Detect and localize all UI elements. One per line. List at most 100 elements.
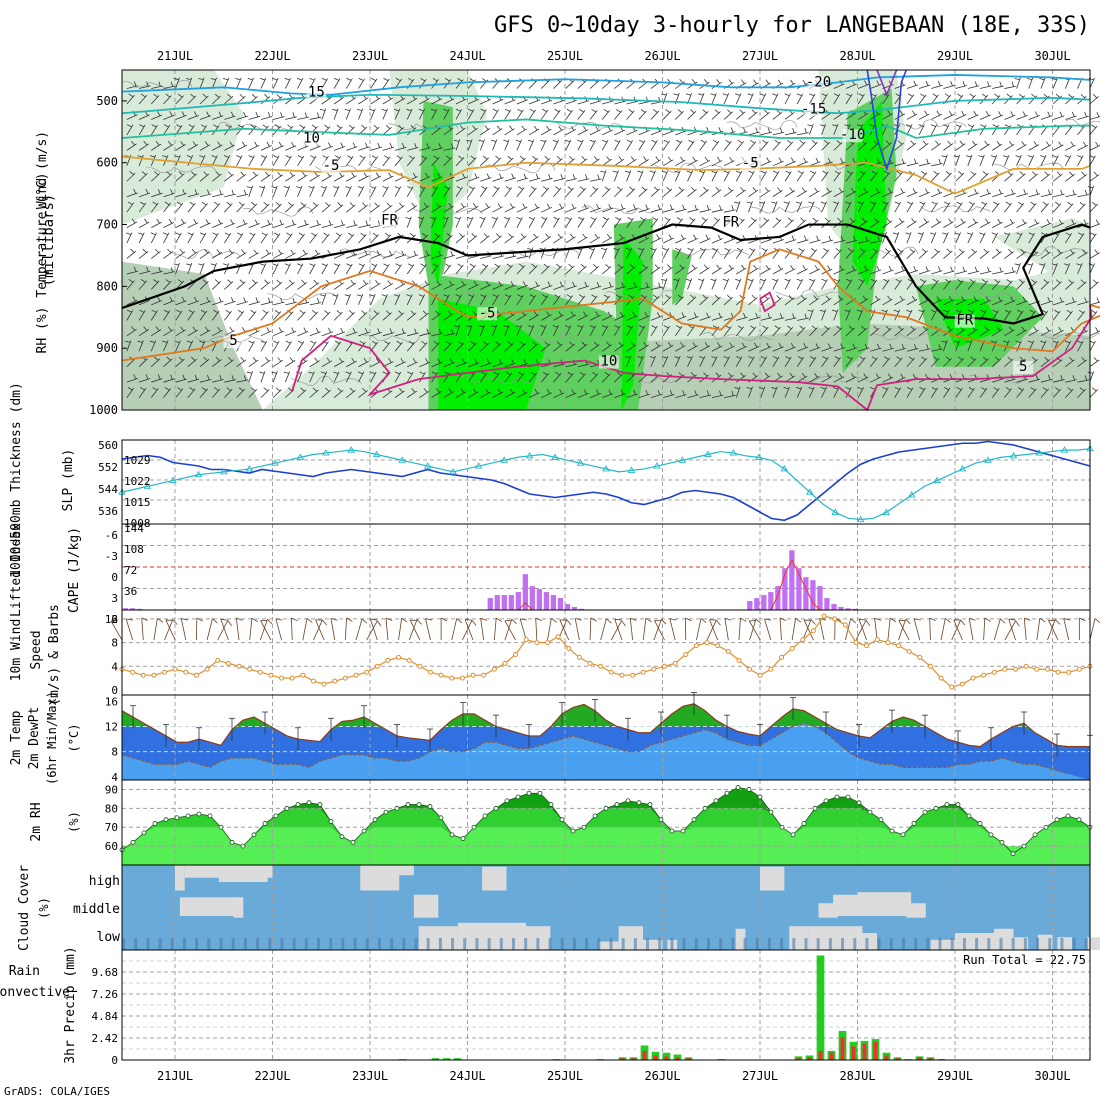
wind-barb: [943, 140, 954, 151]
wind-barb: [784, 217, 794, 228]
cloud-tick: [329, 938, 333, 950]
cloud-tick: [365, 938, 369, 950]
wind-barb: [345, 155, 354, 167]
wind-barb: [516, 294, 524, 306]
wind-barb: [979, 188, 992, 198]
wind-barb: [540, 216, 548, 228]
wind-barb: [870, 373, 881, 383]
wind-barb: [443, 310, 454, 321]
contour-label-bg: [808, 76, 829, 90]
wind-barb: [796, 325, 806, 337]
cloud-tick: [962, 938, 966, 950]
wind-barb: [345, 310, 355, 321]
wind-barb: [370, 77, 378, 89]
wind-barb: [760, 187, 771, 198]
wind-barb: [467, 186, 476, 197]
wind-barb: [1089, 232, 1097, 244]
y-tick-label: 536: [98, 505, 118, 518]
wind-barb: [309, 220, 321, 229]
wind-barb: [309, 232, 318, 244]
wind-barb: [163, 387, 171, 398]
wind-barb: [1004, 296, 1016, 306]
wind-barb-10m: [504, 618, 517, 641]
wind-barb: [1040, 326, 1052, 337]
wind-barb: [163, 374, 175, 383]
wind-barb: [211, 387, 221, 398]
wind-barb: [661, 278, 668, 290]
wind-barb: [248, 297, 261, 306]
wind-barb: [967, 188, 979, 198]
wind-barb: [260, 219, 273, 229]
wind-barb: [736, 312, 748, 321]
wind-barb: [784, 295, 795, 306]
wind-barb: [614, 139, 621, 151]
contour-label-bg: [1013, 361, 1034, 375]
thickness-marker: [347, 446, 356, 453]
wind-barb: [381, 108, 388, 120]
wind-barb: [880, 231, 887, 244]
wind-barb: [163, 189, 175, 198]
wind-barb: [991, 232, 998, 244]
wind-barb: [894, 266, 906, 275]
wind-speed-point: [789, 646, 795, 652]
wind-barb: [407, 172, 418, 182]
wind-barb: [553, 174, 565, 182]
wind-barb: [259, 185, 266, 197]
wind-barb: [527, 247, 534, 259]
wind-barb: [163, 326, 174, 337]
wind-barb: [504, 125, 515, 136]
wind-barb: [1064, 232, 1072, 244]
cloud-tick: [841, 938, 845, 950]
wind-barb: [736, 264, 747, 275]
wind-barb: [333, 327, 346, 337]
wind-barb: [650, 294, 660, 306]
wind-speed-point: [374, 663, 380, 669]
wind-barb: [246, 185, 253, 197]
y-axis-label-speed: Speed: [29, 630, 44, 669]
wind-barb: [199, 356, 210, 368]
wind-barb: [943, 201, 951, 213]
wind-barb: [625, 247, 633, 259]
cloud-tick: [475, 938, 479, 950]
y-tick-label-cape: 144: [124, 522, 144, 535]
wind-barb: [224, 356, 234, 368]
cape-bar: [536, 589, 542, 610]
wind-barb: [199, 201, 208, 213]
wind-barb: [687, 312, 699, 321]
wind-barb: [650, 389, 663, 399]
wind-barb: [991, 356, 1002, 368]
contour-label-bg: [223, 335, 244, 349]
wind-barb: [394, 250, 407, 259]
cape-bar: [129, 608, 136, 610]
cape-bar: [122, 608, 129, 610]
contour-label-bg: [803, 103, 824, 117]
wind-barb: [711, 390, 724, 399]
wind-barb: [821, 295, 832, 306]
wind-barb: [150, 356, 161, 368]
wind-barb-10m: [330, 617, 338, 641]
rh2m-point: [372, 817, 378, 823]
wind-speed-point: [864, 643, 870, 649]
wind-barb: [1040, 189, 1053, 198]
wind-barb: [504, 263, 513, 275]
wind-barb: [771, 386, 778, 398]
wind-barb: [224, 141, 235, 151]
wind-barb: [748, 139, 757, 151]
y-tick-label: 9.68: [92, 966, 119, 979]
wind-barb: [809, 356, 817, 367]
wind-barb: [1065, 356, 1075, 368]
wind-barb: [845, 248, 855, 259]
wind-barb: [638, 186, 648, 198]
wind-barb: [382, 124, 392, 136]
wind-barb: [297, 249, 309, 259]
wind-barb: [1004, 387, 1012, 398]
wind-barb: [419, 172, 431, 182]
rh-contour: [267, 292, 338, 300]
wind-barb: [406, 186, 414, 197]
contour-label: FR: [956, 313, 973, 329]
rh2m-point: [218, 824, 224, 830]
wind-speed-point: [779, 654, 785, 660]
wind-barb-10m: [748, 620, 761, 641]
wind-barb: [272, 387, 282, 398]
wind-barb: [931, 110, 942, 120]
